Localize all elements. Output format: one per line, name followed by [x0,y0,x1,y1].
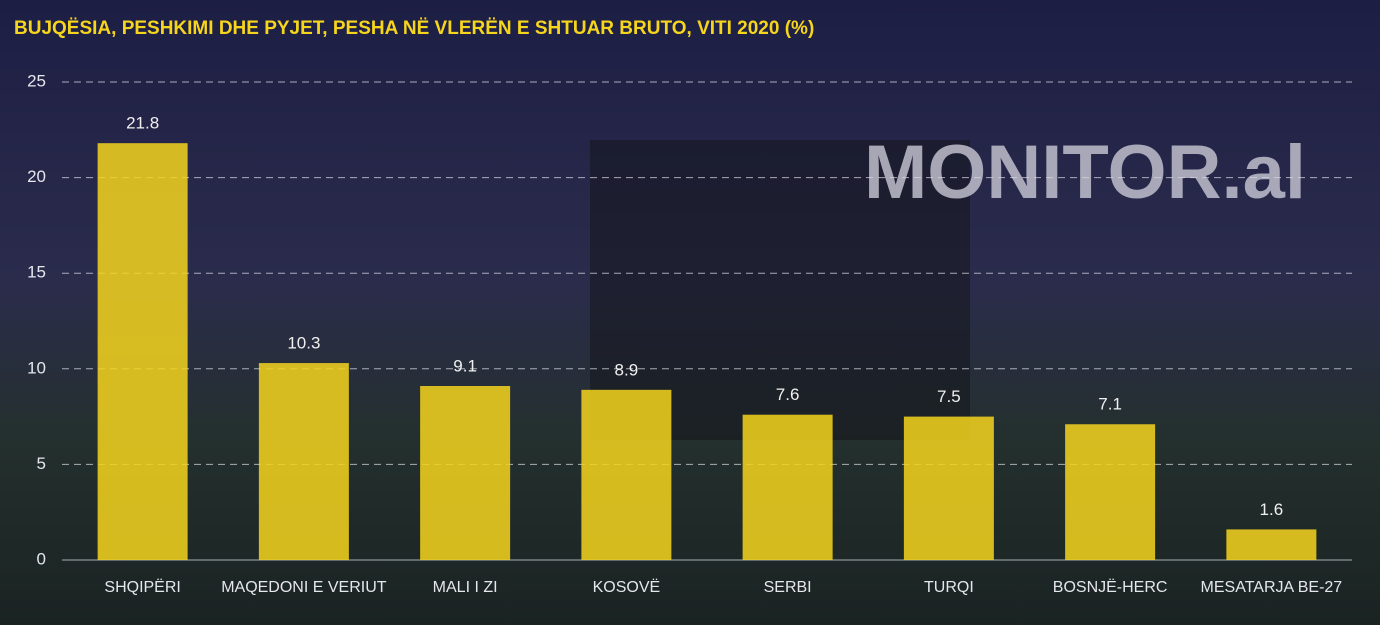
watermark: MONITOR.al [864,130,1306,215]
value-label: 7.6 [776,385,800,404]
bar [742,414,833,560]
bar [1065,424,1156,560]
bar [1226,529,1317,560]
x-tick-label: SERBI [764,579,812,596]
x-tick-label: MESATARJA BE-27 [1201,579,1343,596]
value-label: 9.1 [453,356,477,375]
chart-title: BUJQËSIA, PESHKIMI DHE PYJET, PESHA NË V… [14,18,814,39]
y-tick-label: 15 [27,263,46,282]
x-tick-label: MAQEDONI E VERIUT [221,579,387,596]
value-label: 10.3 [287,334,320,353]
x-tick-label: MALI I ZI [433,579,498,596]
y-tick-label: 20 [27,167,46,186]
x-tick-label: BOSNJË-HERC [1053,578,1168,596]
bar [420,386,511,560]
bar [258,363,349,560]
value-label: 21.8 [126,114,159,133]
y-tick-label: 0 [37,549,46,568]
value-label: 1.6 [1260,500,1284,519]
bar [581,389,672,560]
bar [903,416,994,560]
x-tick-label: TURQI [924,579,974,596]
value-label: 7.1 [1098,395,1122,414]
value-label: 7.5 [937,387,961,406]
y-tick-label: 5 [37,454,46,473]
y-tick-label: 25 [27,71,46,90]
y-tick-label: 10 [27,358,46,377]
x-tick-label: KOSOVË [593,578,661,596]
value-label: 8.9 [615,360,639,379]
x-tick-label: SHQIPËRI [104,578,180,596]
bar [97,143,188,560]
